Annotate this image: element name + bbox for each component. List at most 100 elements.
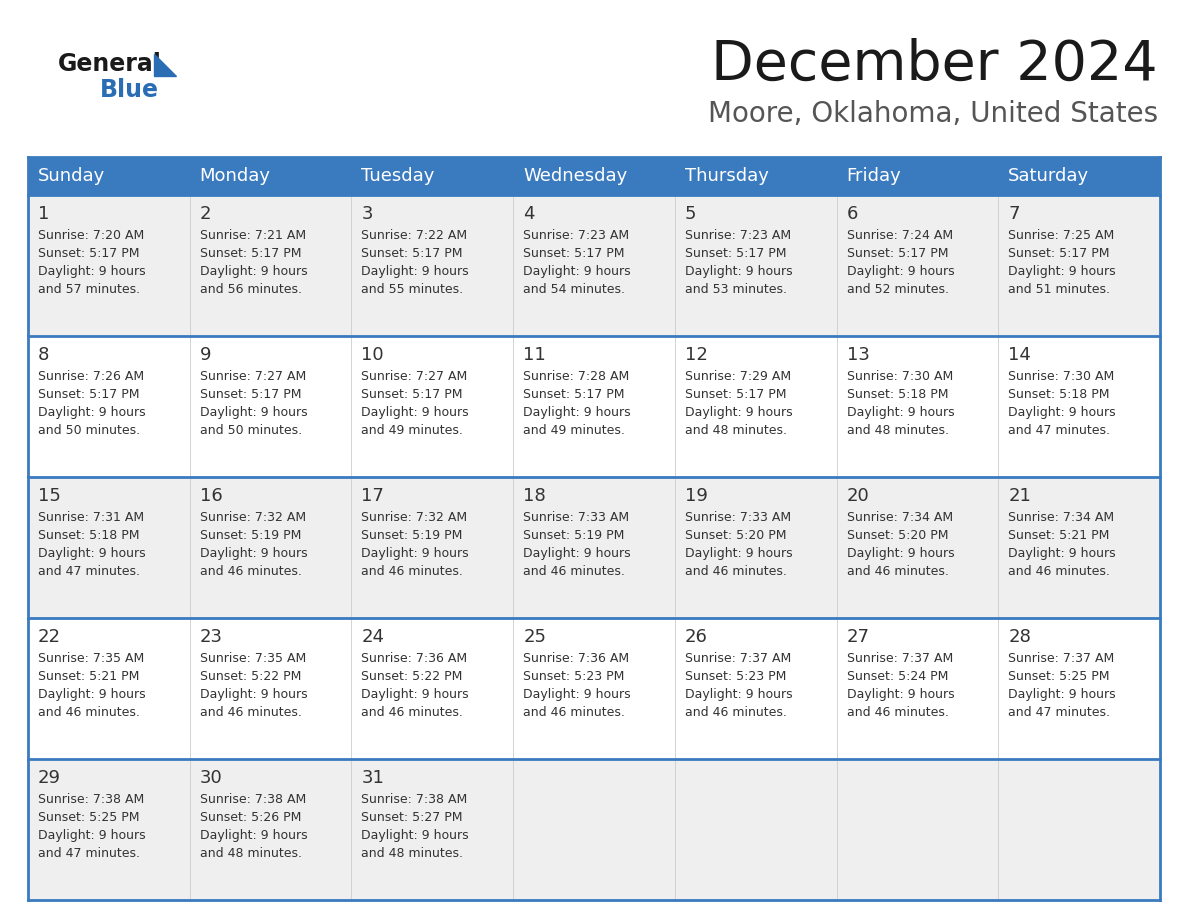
Text: Daylight: 9 hours: Daylight: 9 hours — [361, 265, 469, 278]
Text: and 55 minutes.: and 55 minutes. — [361, 283, 463, 296]
Text: and 46 minutes.: and 46 minutes. — [361, 565, 463, 578]
Text: and 46 minutes.: and 46 minutes. — [684, 706, 786, 719]
Text: 10: 10 — [361, 346, 384, 364]
Text: Monday: Monday — [200, 167, 271, 185]
Text: Sunset: 5:19 PM: Sunset: 5:19 PM — [523, 529, 625, 542]
Text: Sunrise: 7:38 AM: Sunrise: 7:38 AM — [200, 793, 307, 806]
Bar — [836, 336, 998, 477]
Text: Friday: Friday — [847, 167, 902, 185]
Bar — [836, 195, 998, 336]
Bar — [513, 759, 675, 900]
Bar — [998, 195, 1159, 336]
Text: and 48 minutes.: and 48 minutes. — [200, 847, 302, 860]
Text: 19: 19 — [684, 487, 708, 505]
Text: Sunset: 5:25 PM: Sunset: 5:25 PM — [1009, 670, 1110, 683]
Text: 21: 21 — [1009, 487, 1031, 505]
Text: Daylight: 9 hours: Daylight: 9 hours — [200, 829, 308, 842]
Bar — [352, 195, 513, 336]
Text: and 51 minutes.: and 51 minutes. — [1009, 283, 1111, 296]
Text: and 46 minutes.: and 46 minutes. — [361, 706, 463, 719]
Text: Sunday: Sunday — [38, 167, 106, 185]
Text: and 52 minutes.: and 52 minutes. — [847, 283, 948, 296]
Bar — [190, 157, 352, 195]
Text: Moore, Oklahoma, United States: Moore, Oklahoma, United States — [708, 100, 1158, 128]
Text: and 46 minutes.: and 46 minutes. — [200, 565, 302, 578]
Text: and 57 minutes.: and 57 minutes. — [38, 283, 140, 296]
Text: Daylight: 9 hours: Daylight: 9 hours — [38, 265, 146, 278]
Text: Daylight: 9 hours: Daylight: 9 hours — [361, 547, 469, 560]
Text: and 46 minutes.: and 46 minutes. — [684, 565, 786, 578]
Text: 6: 6 — [847, 205, 858, 223]
Text: 24: 24 — [361, 628, 385, 646]
Text: 8: 8 — [38, 346, 50, 364]
Text: Sunset: 5:17 PM: Sunset: 5:17 PM — [684, 247, 786, 260]
Text: Sunset: 5:17 PM: Sunset: 5:17 PM — [38, 247, 139, 260]
Bar — [675, 759, 836, 900]
Text: Sunset: 5:24 PM: Sunset: 5:24 PM — [847, 670, 948, 683]
Bar — [29, 157, 190, 195]
Text: and 54 minutes.: and 54 minutes. — [523, 283, 625, 296]
Text: 14: 14 — [1009, 346, 1031, 364]
Text: Daylight: 9 hours: Daylight: 9 hours — [38, 547, 146, 560]
Text: 16: 16 — [200, 487, 222, 505]
Bar — [513, 157, 675, 195]
Text: Sunset: 5:20 PM: Sunset: 5:20 PM — [847, 529, 948, 542]
Text: and 46 minutes.: and 46 minutes. — [38, 706, 140, 719]
Text: Sunset: 5:23 PM: Sunset: 5:23 PM — [523, 670, 625, 683]
Text: Sunset: 5:17 PM: Sunset: 5:17 PM — [361, 388, 463, 401]
Bar — [675, 157, 836, 195]
Text: Sunset: 5:17 PM: Sunset: 5:17 PM — [684, 388, 786, 401]
Text: Sunset: 5:18 PM: Sunset: 5:18 PM — [1009, 388, 1110, 401]
Text: Daylight: 9 hours: Daylight: 9 hours — [1009, 406, 1116, 419]
Text: Sunset: 5:21 PM: Sunset: 5:21 PM — [1009, 529, 1110, 542]
Text: Sunrise: 7:20 AM: Sunrise: 7:20 AM — [38, 229, 144, 242]
Text: Sunset: 5:20 PM: Sunset: 5:20 PM — [684, 529, 786, 542]
Text: Daylight: 9 hours: Daylight: 9 hours — [847, 265, 954, 278]
Text: Sunset: 5:17 PM: Sunset: 5:17 PM — [361, 247, 463, 260]
Text: Daylight: 9 hours: Daylight: 9 hours — [200, 265, 308, 278]
Text: 20: 20 — [847, 487, 870, 505]
Text: Sunrise: 7:37 AM: Sunrise: 7:37 AM — [1009, 652, 1114, 665]
Text: 2: 2 — [200, 205, 211, 223]
Text: Sunrise: 7:38 AM: Sunrise: 7:38 AM — [361, 793, 468, 806]
Text: Wednesday: Wednesday — [523, 167, 627, 185]
Text: 23: 23 — [200, 628, 222, 646]
Text: Daylight: 9 hours: Daylight: 9 hours — [200, 406, 308, 419]
Text: Daylight: 9 hours: Daylight: 9 hours — [684, 688, 792, 701]
Text: Sunset: 5:17 PM: Sunset: 5:17 PM — [847, 247, 948, 260]
Text: Sunrise: 7:29 AM: Sunrise: 7:29 AM — [684, 370, 791, 383]
Text: Sunrise: 7:34 AM: Sunrise: 7:34 AM — [1009, 511, 1114, 524]
Bar — [352, 759, 513, 900]
Text: Sunset: 5:21 PM: Sunset: 5:21 PM — [38, 670, 139, 683]
Text: 28: 28 — [1009, 628, 1031, 646]
Text: December 2024: December 2024 — [712, 38, 1158, 92]
Text: Sunset: 5:17 PM: Sunset: 5:17 PM — [38, 388, 139, 401]
Polygon shape — [154, 54, 176, 76]
Text: and 56 minutes.: and 56 minutes. — [200, 283, 302, 296]
Text: Sunrise: 7:28 AM: Sunrise: 7:28 AM — [523, 370, 630, 383]
Bar — [190, 195, 352, 336]
Text: Sunrise: 7:32 AM: Sunrise: 7:32 AM — [200, 511, 305, 524]
Text: Daylight: 9 hours: Daylight: 9 hours — [1009, 688, 1116, 701]
Text: and 47 minutes.: and 47 minutes. — [1009, 424, 1111, 437]
Bar — [513, 336, 675, 477]
Text: 11: 11 — [523, 346, 546, 364]
Text: and 46 minutes.: and 46 minutes. — [523, 706, 625, 719]
Text: Daylight: 9 hours: Daylight: 9 hours — [38, 829, 146, 842]
Bar — [29, 195, 190, 336]
Text: Tuesday: Tuesday — [361, 167, 435, 185]
Text: Sunset: 5:27 PM: Sunset: 5:27 PM — [361, 811, 463, 824]
Text: Sunrise: 7:36 AM: Sunrise: 7:36 AM — [523, 652, 630, 665]
Text: and 49 minutes.: and 49 minutes. — [361, 424, 463, 437]
Text: and 46 minutes.: and 46 minutes. — [200, 706, 302, 719]
Text: and 49 minutes.: and 49 minutes. — [523, 424, 625, 437]
Text: Saturday: Saturday — [1009, 167, 1089, 185]
Text: 29: 29 — [38, 769, 61, 787]
Text: Daylight: 9 hours: Daylight: 9 hours — [847, 688, 954, 701]
Text: Daylight: 9 hours: Daylight: 9 hours — [684, 265, 792, 278]
Text: and 46 minutes.: and 46 minutes. — [523, 565, 625, 578]
Text: 26: 26 — [684, 628, 708, 646]
Text: Sunrise: 7:22 AM: Sunrise: 7:22 AM — [361, 229, 468, 242]
Text: Sunrise: 7:25 AM: Sunrise: 7:25 AM — [1009, 229, 1114, 242]
Text: and 47 minutes.: and 47 minutes. — [1009, 706, 1111, 719]
